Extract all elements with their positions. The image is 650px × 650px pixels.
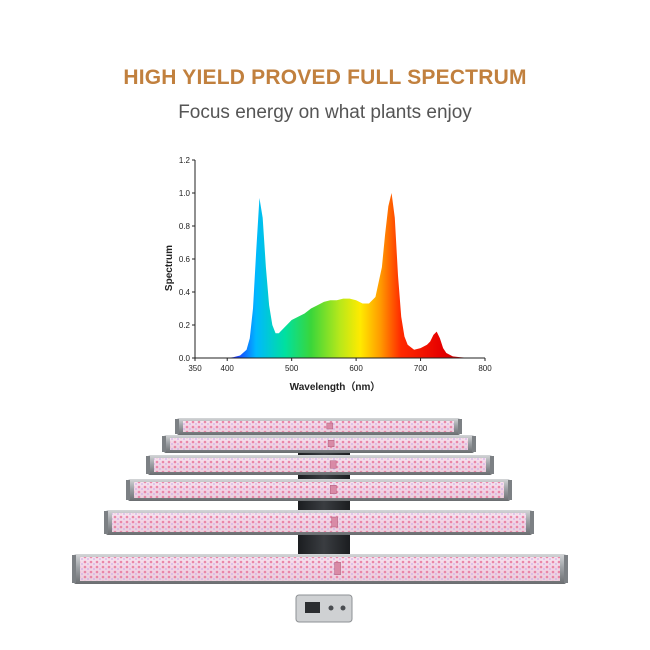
bar-end-cap [175,419,179,434]
bar-clip [334,562,341,575]
x-tick-label: 600 [349,364,363,373]
y-tick-label: 0.6 [179,255,191,264]
bar-clip [327,440,335,447]
bar-clip [330,485,337,494]
fixture-bars [72,418,568,623]
light-bar [162,435,476,453]
x-tick-label: 400 [221,364,235,373]
bar-end-cap [162,436,166,452]
y-tick-label: 0.2 [179,321,191,330]
light-bar [126,479,512,501]
light-bar [146,455,494,475]
bar-clip [329,460,337,469]
bar-end-cap [104,511,108,534]
x-tick-label: 350 [188,364,202,373]
light-bar [72,554,568,584]
y-axis-title: Spectrum [164,245,175,291]
y-tick-label: 0.4 [179,288,191,297]
light-bar-leds [112,513,526,532]
driver-box [295,594,353,623]
bar-end-cap [490,456,494,474]
light-bar-leds [154,458,486,472]
x-tick-label: 800 [478,364,492,373]
light-bar [175,418,462,435]
headline-subtitle: Focus energy on what plants enjoy [178,102,472,123]
spectrum-area [227,193,473,358]
spectrum-plot-area: 0.0 0.2 0.4 0.6 0.8 1.0 1.2 350 400 500 600 700 800 [179,156,492,373]
light-bar-leds [183,421,454,432]
x-tick-label: 500 [285,364,299,373]
light-bar-leds [80,557,560,581]
bar-clip [331,516,338,528]
light-bar [104,510,534,535]
light-bar-leds [170,438,468,450]
light-bar-leds [134,482,504,498]
bar-end-cap [126,480,130,500]
y-tick-label: 1.0 [179,189,191,198]
y-tick-label: 0.0 [179,354,191,363]
driver-knob [340,605,346,611]
bar-end-cap [472,436,476,452]
bar-end-cap [564,555,568,583]
driver-port [305,602,320,613]
x-axis-title: Wavelength（nm） [290,380,381,393]
bar-clip [326,422,334,430]
headline-title: HIGH YIELD PROVED FULL SPECTRUM [123,66,527,89]
driver-knob [328,605,334,611]
bar-end-cap [72,555,76,583]
x-tick-label: 700 [414,364,428,373]
bar-end-cap [530,511,534,534]
bar-end-cap [508,480,512,500]
bar-end-cap [146,456,150,474]
y-tick-label: 0.8 [179,222,191,231]
y-tick-label: 1.2 [179,156,191,165]
bar-end-cap [458,419,462,434]
grow-light-fixture-image [72,418,568,623]
